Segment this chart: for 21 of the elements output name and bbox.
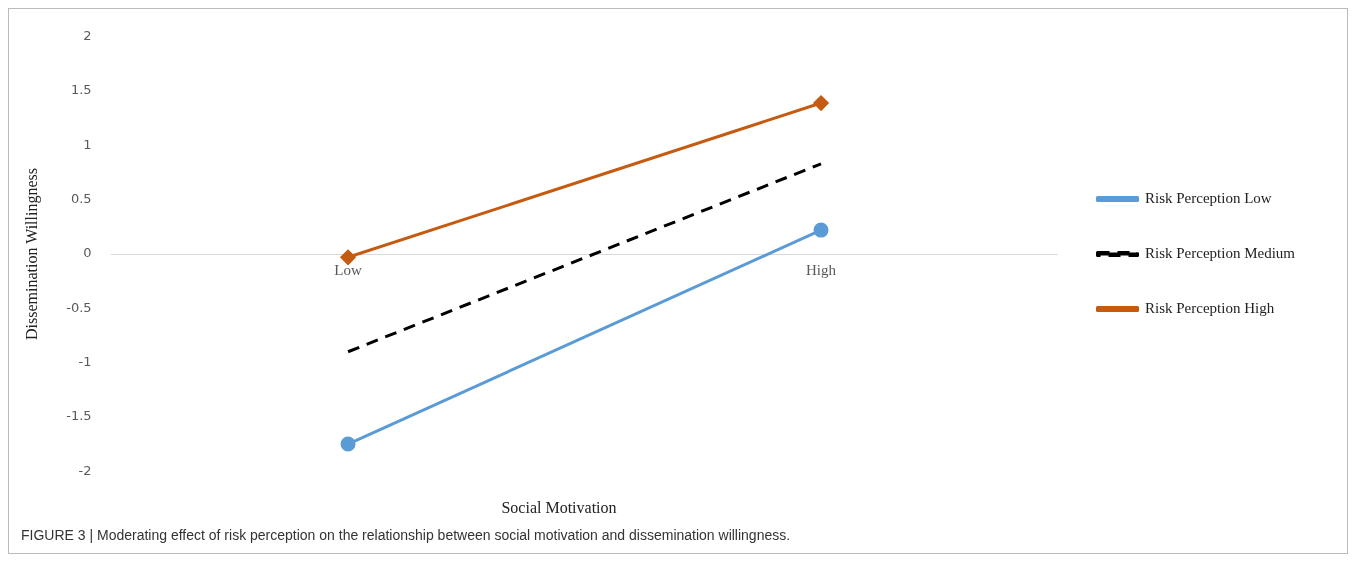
- legend-label: Risk Perception Medium: [1145, 244, 1296, 261]
- y-tick-label: 1: [83, 136, 92, 152]
- point: [813, 95, 829, 111]
- y-axis-title: Dissemination Willingness: [22, 168, 41, 340]
- y-tick-label: -1: [78, 353, 92, 369]
- point: [813, 222, 829, 238]
- y-tick-label: 0.5: [70, 191, 92, 207]
- x-axis-title: Social Motivation: [500, 499, 618, 517]
- y-tick-label: 2: [83, 28, 92, 44]
- x-tick-label: Low: [334, 261, 362, 278]
- y-tick-label: -2: [78, 462, 92, 478]
- legend-label: Risk Perception High: [1145, 299, 1275, 316]
- point: [340, 436, 356, 452]
- y-tick-label: 1.5: [70, 82, 92, 98]
- legend-label: Risk Perception Low: [1145, 189, 1272, 206]
- x-tick-label: High: [806, 261, 837, 278]
- point: [340, 249, 356, 265]
- y-tick-label: 0: [83, 245, 92, 261]
- y-tick-label: -1.5: [66, 408, 92, 424]
- y-tick-label: -0.5: [66, 299, 92, 315]
- caption: FIGURE 3 | Moderating effect of risk perception on the relationship between social motivation and dissemination willingness.: [20, 526, 792, 545]
